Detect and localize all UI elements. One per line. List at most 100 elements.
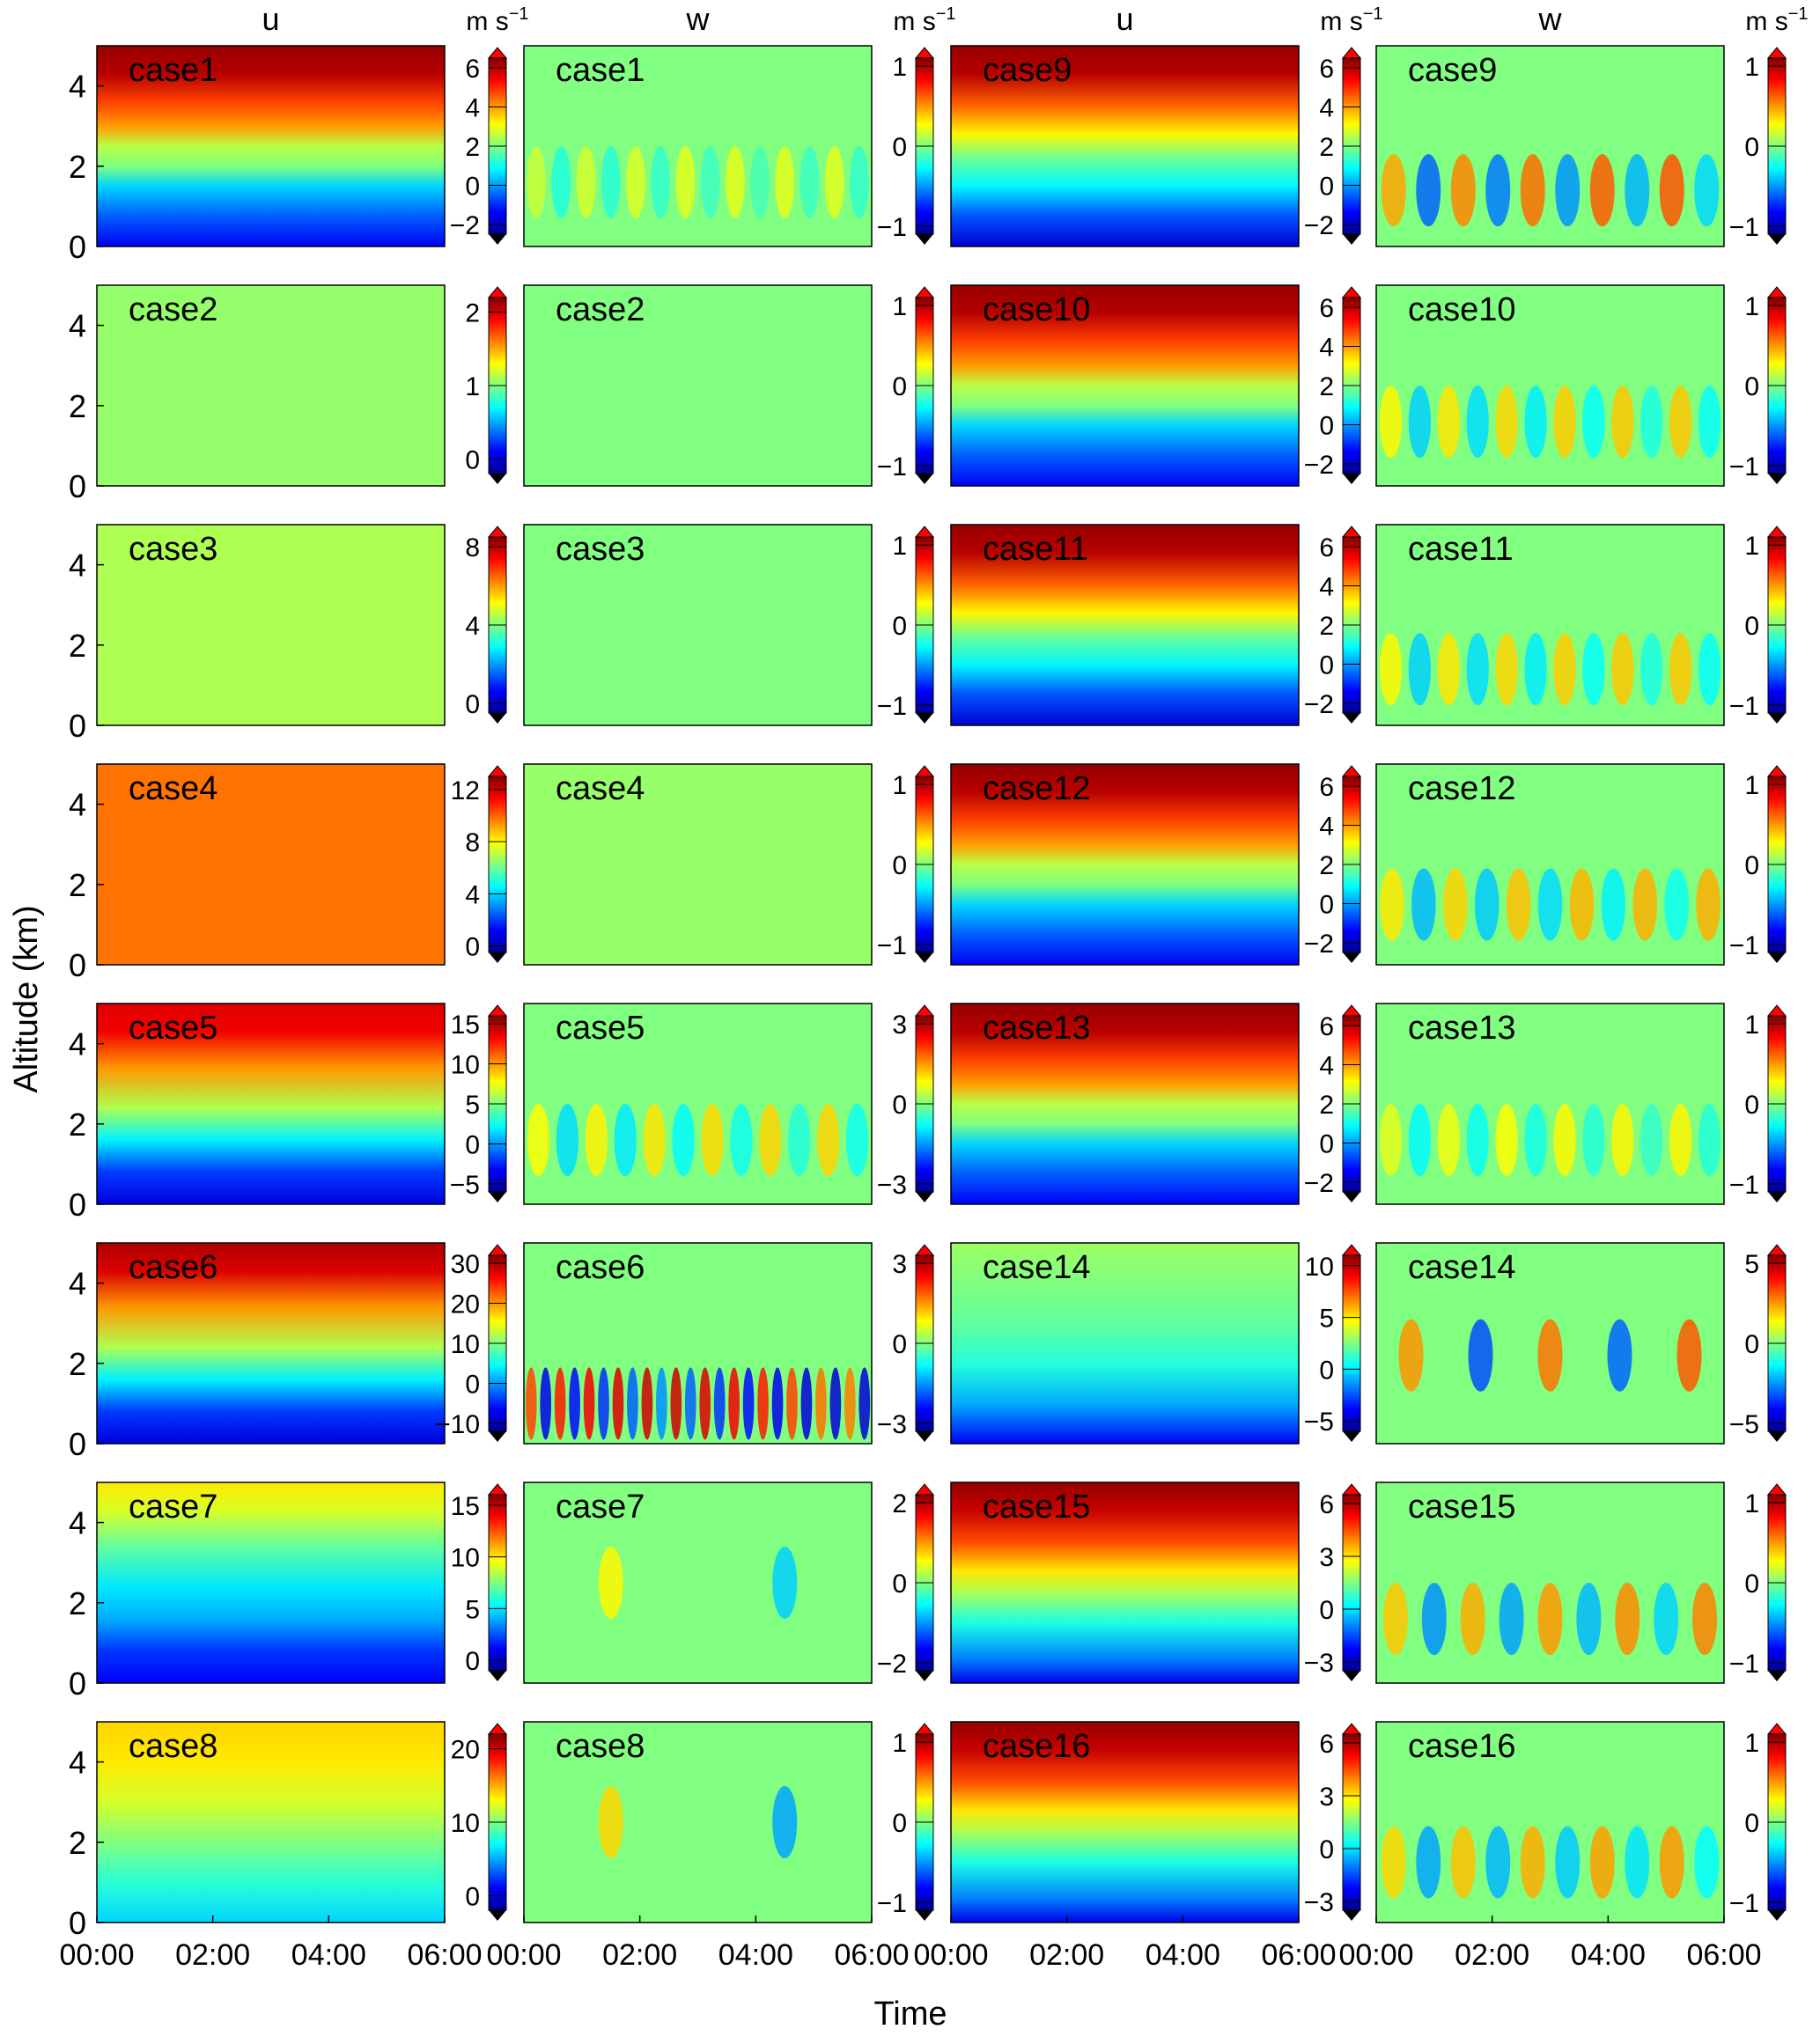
colorbar-tick-label: 0 <box>465 1130 480 1159</box>
x-tick-label: 06:00 <box>407 1938 482 1972</box>
colorbar-tick-label: −2 <box>1304 690 1334 719</box>
y-tick-label: 4 <box>69 1026 86 1062</box>
wave-cell <box>1696 868 1721 941</box>
colorbar-min-arrow <box>489 1910 506 1921</box>
colorbar: −10 0 10 20 30 <box>435 1244 508 1442</box>
panel-case6-u: case6 0 2 4 −10 0 10 20 30 <box>69 1242 508 1462</box>
y-tick-label: 2 <box>69 628 86 664</box>
wave-cell <box>1524 386 1547 459</box>
colorbar-tick-label: 20 <box>451 1290 480 1320</box>
wave-cell <box>788 1104 811 1177</box>
wave-cell <box>576 146 596 219</box>
colorbar-min-arrow <box>1768 713 1786 724</box>
wave-cell <box>598 1785 623 1859</box>
colorbar-tick-label: 6 <box>1319 1012 1334 1041</box>
colorbar: −5 0 5 10 <box>1304 1244 1362 1442</box>
colorbar-tick-label: 0 <box>465 690 480 719</box>
colorbar-min-arrow <box>489 234 506 245</box>
case-label: case10 <box>983 291 1091 328</box>
wave-cell <box>1485 1826 1511 1899</box>
wave-cell <box>1625 154 1650 227</box>
colorbar-tick-label: −3 <box>877 1171 907 1200</box>
colorbar-tick-label: 6 <box>465 55 480 84</box>
colorbar-tick-label: 0 <box>892 1570 907 1599</box>
colorbar-tick-label: 2 <box>1319 612 1334 641</box>
case-label: case8 <box>556 1728 645 1765</box>
colorbar: −1 0 1 <box>1729 1723 1787 1921</box>
wave-cell <box>1398 1319 1424 1392</box>
wave-cell <box>551 146 571 219</box>
colorbar-tick-label: 0 <box>892 1330 907 1359</box>
case-label: case14 <box>983 1249 1091 1286</box>
y-tick-label: 2 <box>69 1585 86 1621</box>
wave-cell <box>1669 633 1692 706</box>
colorbar-tick-label: 1 <box>892 53 907 82</box>
heatmap-field <box>97 46 445 246</box>
case-label: case1 <box>129 52 217 89</box>
wave-cell <box>728 1367 740 1440</box>
wave-cell <box>1555 1826 1581 1899</box>
colorbar-max-arrow <box>1766 526 1787 538</box>
wave-cell <box>1569 868 1595 941</box>
wave-cell <box>585 1104 608 1177</box>
colorbar-min-arrow <box>489 1671 506 1681</box>
colorbar-min-arrow <box>489 1192 506 1202</box>
wave-cell <box>651 146 671 219</box>
colorbar-tick-label: 20 <box>451 1736 480 1765</box>
colorbar-gradient <box>488 776 507 953</box>
panel-case5-u: case5 0 2 4 −5 0 5 10 15 <box>69 1003 508 1223</box>
panel-case1-w: case1 −1 0 1 <box>523 45 935 247</box>
panel-frame <box>1375 284 1725 487</box>
colorbar-tick-label: 0 <box>465 933 480 962</box>
colorbar-tick-label: 4 <box>465 880 480 909</box>
colorbar-min-arrow <box>1343 234 1360 245</box>
wave-cell <box>1676 1319 1702 1392</box>
colorbar-tick-label: 0 <box>465 1647 480 1676</box>
wave-cell <box>1474 868 1499 941</box>
panel-frame <box>96 45 446 247</box>
colorbar: 0 10 20 <box>451 1723 508 1921</box>
heatmap-field <box>97 764 445 965</box>
colorbar: −2 0 2 4 6 <box>450 47 508 245</box>
case-label: case6 <box>556 1249 645 1286</box>
colorbar: −3 0 3 6 <box>1304 1483 1362 1681</box>
heatmap-field <box>97 1004 445 1204</box>
wave-cell <box>759 1104 782 1177</box>
heatmap-field <box>951 764 1299 965</box>
colorbar-min-arrow <box>916 1192 933 1202</box>
colorbar-tick-label: 0 <box>1319 1835 1334 1864</box>
panel-case15-w: case15 −1 0 1 <box>1375 1482 1787 1684</box>
wave-cell <box>1437 633 1460 706</box>
x-tick-label: 00:00 <box>486 1938 561 1972</box>
colorbar-tick-label: 1 <box>892 1729 907 1758</box>
y-tick-label: 4 <box>69 69 86 105</box>
panel-case7-w: case7 −2 0 2 <box>523 1482 935 1684</box>
wave-cell <box>1466 386 1489 459</box>
y-tick-label: 4 <box>69 787 86 823</box>
colorbar: 0 5 10 15 <box>451 1483 508 1681</box>
colorbar-tick-label: 0 <box>1744 1091 1759 1120</box>
wave-cell <box>1416 154 1441 227</box>
case-label: case6 <box>129 1249 217 1286</box>
wave-cell <box>775 146 795 219</box>
colorbar-min-arrow <box>1343 1910 1360 1921</box>
colorbar-tick-label: 0 <box>1744 612 1759 641</box>
wave-cell <box>824 146 844 219</box>
colorbar-tick-label: 2 <box>1319 372 1334 401</box>
heatmap-field <box>524 525 872 725</box>
wave-cell <box>1601 868 1626 941</box>
colorbar-tick-label: 1 <box>1744 771 1759 800</box>
colorbar-min-arrow <box>1768 474 1786 484</box>
wave-cell <box>1460 1583 1485 1656</box>
wave-cell <box>1381 1826 1406 1899</box>
panel-frame <box>950 1242 1300 1445</box>
y-tick-label: 2 <box>69 149 86 185</box>
case-label: case12 <box>1408 770 1516 807</box>
wave-cell <box>1450 1826 1476 1899</box>
column-title: u <box>262 1 279 37</box>
panel-frame <box>1375 1003 1725 1205</box>
colorbar-min-arrow <box>916 952 933 963</box>
case-label: case2 <box>129 291 217 328</box>
colorbar-tick-label: 3 <box>892 1011 907 1040</box>
